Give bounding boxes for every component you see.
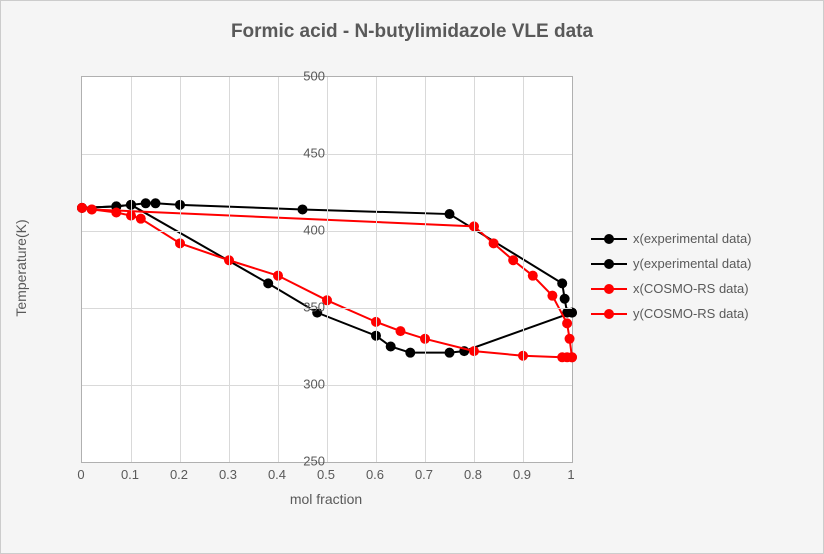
series-marker-x_cosmo <box>562 318 572 328</box>
legend-item-x_cosmo: x(COSMO-RS data) <box>591 281 811 296</box>
legend-item-y_exp: y(experimental data) <box>591 256 811 271</box>
series-marker-x_exp <box>445 209 455 219</box>
series-marker-x_exp <box>560 294 570 304</box>
gridline-v <box>180 77 181 462</box>
y-axis-label: Temperature(K) <box>13 219 29 316</box>
x-tick-label: 0.5 <box>311 467 341 482</box>
series-marker-y_exp <box>567 308 577 318</box>
gridline-v <box>131 77 132 462</box>
series-marker-y_exp <box>445 348 455 358</box>
series-marker-y_cosmo <box>136 214 146 224</box>
gridline-v <box>425 77 426 462</box>
legend-marker-icon <box>604 284 614 294</box>
gridline-v <box>327 77 328 462</box>
series-marker-y_exp <box>386 342 396 352</box>
legend-swatch <box>591 307 627 321</box>
legend-label: x(COSMO-RS data) <box>633 281 749 296</box>
legend-swatch <box>591 282 627 296</box>
y-tick-label: 450 <box>285 146 325 161</box>
plot-area <box>81 76 573 463</box>
y-tick-label: 500 <box>285 69 325 84</box>
series-marker-x_cosmo <box>565 334 575 344</box>
legend-label: y(COSMO-RS data) <box>633 306 749 321</box>
y-tick-label: 400 <box>285 223 325 238</box>
legend-swatch <box>591 232 627 246</box>
chart-title: Formic acid - N-butylimidazole VLE data <box>1 21 823 43</box>
series-marker-x_cosmo <box>547 291 557 301</box>
gridline-v <box>376 77 377 462</box>
x-tick-label: 0.2 <box>164 467 194 482</box>
series-marker-x_exp <box>298 204 308 214</box>
x-tick-label: 0.6 <box>360 467 390 482</box>
x-tick-label: 1 <box>556 467 586 482</box>
x-tick-label: 0.7 <box>409 467 439 482</box>
legend-swatch <box>591 257 627 271</box>
series-marker-y_cosmo <box>87 204 97 214</box>
series-marker-x_exp <box>151 198 161 208</box>
series-marker-y_exp <box>263 278 273 288</box>
series-marker-x_exp <box>557 278 567 288</box>
x-tick-label: 0.8 <box>458 467 488 482</box>
legend-item-x_exp: x(experimental data) <box>591 231 811 246</box>
x-tick-label: 0.9 <box>507 467 537 482</box>
legend-label: y(experimental data) <box>633 256 752 271</box>
legend: x(experimental data) y(experimental data)… <box>591 231 811 331</box>
series-marker-y_exp <box>405 348 415 358</box>
y-tick-label: 350 <box>285 300 325 315</box>
x-tick-label: 0.1 <box>115 467 145 482</box>
x-tick-label: 0.4 <box>262 467 292 482</box>
series-marker-x_cosmo <box>489 238 499 248</box>
legend-marker-icon <box>604 309 614 319</box>
series-marker-y_cosmo <box>111 208 121 218</box>
series-marker-x_cosmo <box>508 255 518 265</box>
legend-label: x(experimental data) <box>633 231 752 246</box>
legend-item-y_cosmo: y(COSMO-RS data) <box>591 306 811 321</box>
x-axis-label: mol fraction <box>81 491 571 507</box>
legend-marker-icon <box>604 234 614 244</box>
gridline-v <box>229 77 230 462</box>
gridline-v <box>523 77 524 462</box>
y-tick-label: 300 <box>285 377 325 392</box>
series-marker-y_cosmo <box>77 203 87 213</box>
gridline-v <box>474 77 475 462</box>
legend-marker-icon <box>604 259 614 269</box>
gridline-v <box>278 77 279 462</box>
series-marker-y_cosmo <box>396 326 406 336</box>
x-tick-label: 0.3 <box>213 467 243 482</box>
chart-container: Formic acid - N-butylimidazole VLE data … <box>0 0 824 554</box>
series-marker-y_cosmo <box>567 352 577 362</box>
x-tick-label: 0 <box>66 467 96 482</box>
series-marker-x_cosmo <box>528 271 538 281</box>
series-marker-x_exp <box>141 198 151 208</box>
